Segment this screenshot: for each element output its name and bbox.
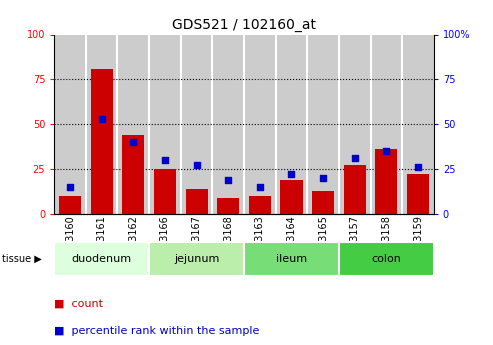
Bar [149,241,244,276]
Bar [181,34,212,214]
Bar [117,34,149,214]
Point [414,165,422,170]
Text: ■  count: ■ count [54,299,103,308]
Bar [212,34,244,214]
Text: tissue ▶: tissue ▶ [2,254,42,264]
Bar [154,169,176,214]
Bar [249,196,271,214]
Text: ileum: ileum [276,254,307,264]
Bar [276,34,307,214]
Point [256,184,264,190]
Point [319,175,327,181]
Point [287,172,295,177]
Text: colon: colon [371,254,401,264]
Bar [54,34,86,214]
Bar [307,34,339,214]
Bar [244,34,276,214]
Bar [149,34,181,214]
Point [224,177,232,183]
Point [383,148,390,154]
Bar [339,241,434,276]
Bar [86,34,117,214]
Bar [185,189,208,214]
Bar [217,198,239,214]
Bar [91,69,113,214]
Point [351,156,359,161]
Bar [339,34,371,214]
Bar [312,190,334,214]
Point [129,139,137,145]
Bar [375,149,397,214]
Text: duodenum: duodenum [71,254,132,264]
Bar [59,196,81,214]
Point [193,163,201,168]
Bar [371,34,402,214]
Bar [344,166,366,214]
Title: GDS521 / 102160_at: GDS521 / 102160_at [172,18,316,32]
Bar [244,241,339,276]
Bar [122,135,144,214]
Point [161,157,169,163]
Point [98,116,106,121]
Point [66,184,74,190]
Text: jejunum: jejunum [174,254,219,264]
Bar [402,34,434,214]
Bar [407,175,429,214]
Bar [281,180,303,214]
Bar [54,241,149,276]
Text: ■  percentile rank within the sample: ■ percentile rank within the sample [54,326,260,336]
